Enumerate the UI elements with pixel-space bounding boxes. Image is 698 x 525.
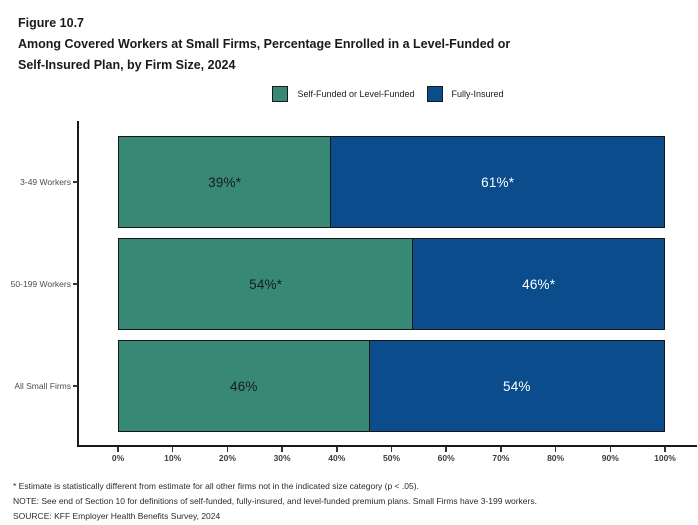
x-axis-tick (445, 447, 447, 452)
figure-title-line-2: Self-Insured Plan, by Firm Size, 2024 (18, 58, 236, 72)
figure-header: Figure 10.7 Among Covered Workers at Sma… (18, 13, 510, 76)
bar-value-label: 39%* (208, 174, 242, 190)
bar-segment: 54%* (118, 238, 414, 330)
footnotes: * Estimate is statistically different fr… (13, 479, 537, 524)
bar-segment: 46%* (413, 238, 665, 330)
y-axis-label: All Small Firms (14, 380, 71, 391)
x-axis-tick (500, 447, 502, 452)
y-axis-label: 50-199 Workers (10, 278, 71, 289)
legend-swatch (272, 86, 289, 102)
y-axis-label: 3-49 Workers (20, 176, 71, 187)
bar-segment: 61%* (331, 136, 665, 228)
x-axis-tick-label: 10% (164, 453, 182, 463)
x-axis-tick-label: 20% (218, 453, 236, 463)
bar-row: 39%* 61%* (118, 136, 665, 228)
x-axis-tick-label: 40% (328, 453, 346, 463)
bar-row: 46% 54% (118, 340, 665, 432)
x-axis-tick-label: 90% (601, 453, 619, 463)
bar-value-label: 54% (502, 378, 531, 394)
bar-value-label: 54%* (249, 276, 283, 292)
bar-value-label: 61%* (481, 174, 515, 190)
x-axis-tick-label: 60% (437, 453, 455, 463)
x-axis-tick-label: 80% (547, 453, 565, 463)
legend-item-label: Fully-Insured (451, 89, 504, 99)
y-axis-tick (73, 181, 78, 183)
footnote-asterisk: * Estimate is statistically different fr… (13, 481, 419, 491)
bar-row: 54%* 46%* (118, 238, 665, 330)
legend-item: Fully-Insured (426, 86, 504, 102)
figure-label: Figure 10.7 (18, 16, 84, 30)
x-axis-tick-label: 0% (111, 453, 125, 463)
x-axis-tick-label: 30% (273, 453, 291, 463)
x-axis-tick (226, 447, 229, 452)
y-axis-line (77, 121, 79, 447)
legend-item-label: Self-Funded or Level-Funded (297, 89, 415, 99)
footnote-note: NOTE: See end of Section 10 for definiti… (13, 496, 537, 506)
legend-item: Self-Funded or Level-Funded (272, 86, 415, 102)
bar-segment: 46% (118, 340, 370, 432)
figure-title-line-1: Among Covered Workers at Small Firms, Pe… (18, 37, 511, 51)
x-axis-tick (554, 447, 557, 452)
x-axis-tick-label: 100% (654, 453, 676, 463)
x-axis-tick (336, 447, 338, 452)
x-axis-tick (390, 447, 393, 452)
x-axis-tick (664, 447, 666, 452)
y-axis-tick (73, 385, 78, 387)
x-axis-tick-label: 50% (382, 453, 400, 463)
y-axis-tick (73, 283, 78, 285)
legend: Self-Funded or Level-Funded Fully-Insured (78, 86, 698, 102)
footnote-source: SOURCE: KFF Employer Health Benefits Sur… (13, 511, 221, 521)
x-axis-tick (171, 447, 174, 452)
bar-segment: 54% (369, 340, 665, 432)
x-axis-line (77, 445, 697, 447)
x-axis-tick (281, 447, 283, 452)
x-axis-tick (117, 447, 119, 452)
bar-value-label: 46% (229, 378, 258, 394)
bar-value-label: 46%* (522, 276, 556, 292)
bar-segment: 39%* (118, 136, 332, 228)
x-axis-tick-label: 70% (492, 453, 510, 463)
x-axis-tick (609, 447, 612, 452)
legend-swatch (426, 86, 443, 102)
